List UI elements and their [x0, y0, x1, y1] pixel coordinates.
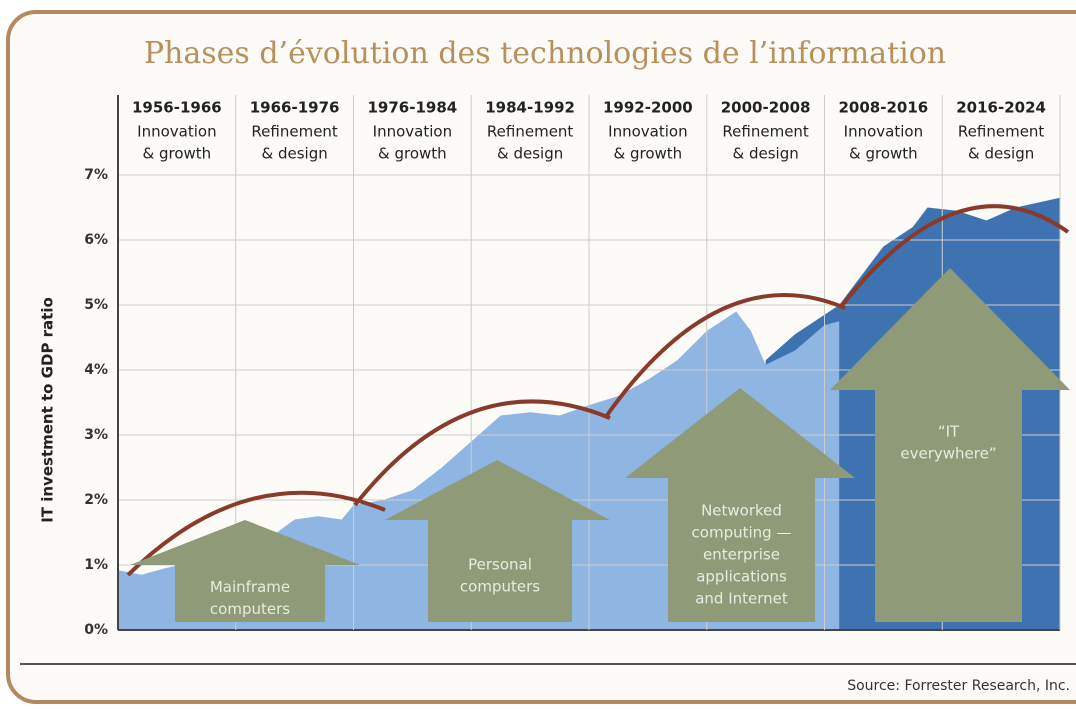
period-phase: & growth [378, 145, 447, 163]
period-phase: & design [262, 145, 328, 163]
y-tick-label: 4% [84, 362, 108, 378]
chart-title: Phases d’évolution des technologies de l… [144, 36, 946, 71]
arrow-label: everywhere” [900, 445, 996, 463]
period-phase: & growth [614, 145, 683, 163]
period-phase: Refinement [722, 123, 809, 141]
arrow [385, 460, 610, 622]
arrow [130, 520, 360, 622]
period-phase: & design [733, 145, 799, 163]
y-tick-label: 2% [84, 492, 108, 508]
phase-arc [838, 204, 1070, 310]
period-phase: & design [497, 145, 563, 163]
arrow-label: Mainframe [210, 578, 290, 596]
y-tick-label: 6% [84, 232, 108, 248]
period-years: 1984-1992 [485, 99, 575, 117]
arrow-label: Networked [701, 502, 782, 520]
period-years: 1956-1966 [132, 99, 222, 117]
arrow [830, 268, 1070, 622]
arrow-label: computers [460, 578, 540, 596]
period-years: 1976-1984 [368, 99, 458, 117]
period-years: 2016-2024 [956, 99, 1046, 117]
y-tick-label: 7% [84, 167, 108, 183]
period-years: 2000-2008 [721, 99, 811, 117]
period-phase: & growth [143, 145, 212, 163]
period-phase: Innovation [608, 123, 687, 141]
period-phase: Refinement [487, 123, 574, 141]
arrow-label: computers [210, 600, 290, 618]
period-phase: Innovation [137, 123, 216, 141]
period-years: 1992-2000 [603, 99, 693, 117]
y-tick-label: 3% [84, 427, 108, 443]
period-years: 1966-1976 [250, 99, 340, 117]
y-tick-label: 0% [84, 622, 108, 638]
arrow-label: and Internet [695, 590, 788, 608]
source: Source: Forrester Research, Inc. [847, 678, 1070, 694]
period-phase: Refinement [251, 123, 338, 141]
phase-arc [353, 399, 611, 507]
arrow-label: “IT [938, 423, 960, 441]
arrow [625, 388, 855, 622]
arrow-label: enterprise [703, 546, 780, 564]
period-years: 2008-2016 [839, 99, 929, 117]
y-tick-label: 5% [84, 297, 108, 313]
period-phase: Innovation [844, 123, 923, 141]
arrow-label: computing — [692, 524, 792, 542]
y-tick-label: 1% [84, 557, 108, 573]
y-axis-label: IT investment to GDP ratio [39, 297, 57, 523]
arrow-label: Personal [468, 556, 532, 574]
phase-arc [126, 490, 386, 577]
arrow-label: applications [696, 568, 787, 586]
period-phase: Refinement [958, 123, 1045, 141]
period-phase: Innovation [373, 123, 452, 141]
period-phase: & design [968, 145, 1034, 163]
period-phase: & growth [849, 145, 918, 163]
phase-arc [603, 293, 846, 420]
